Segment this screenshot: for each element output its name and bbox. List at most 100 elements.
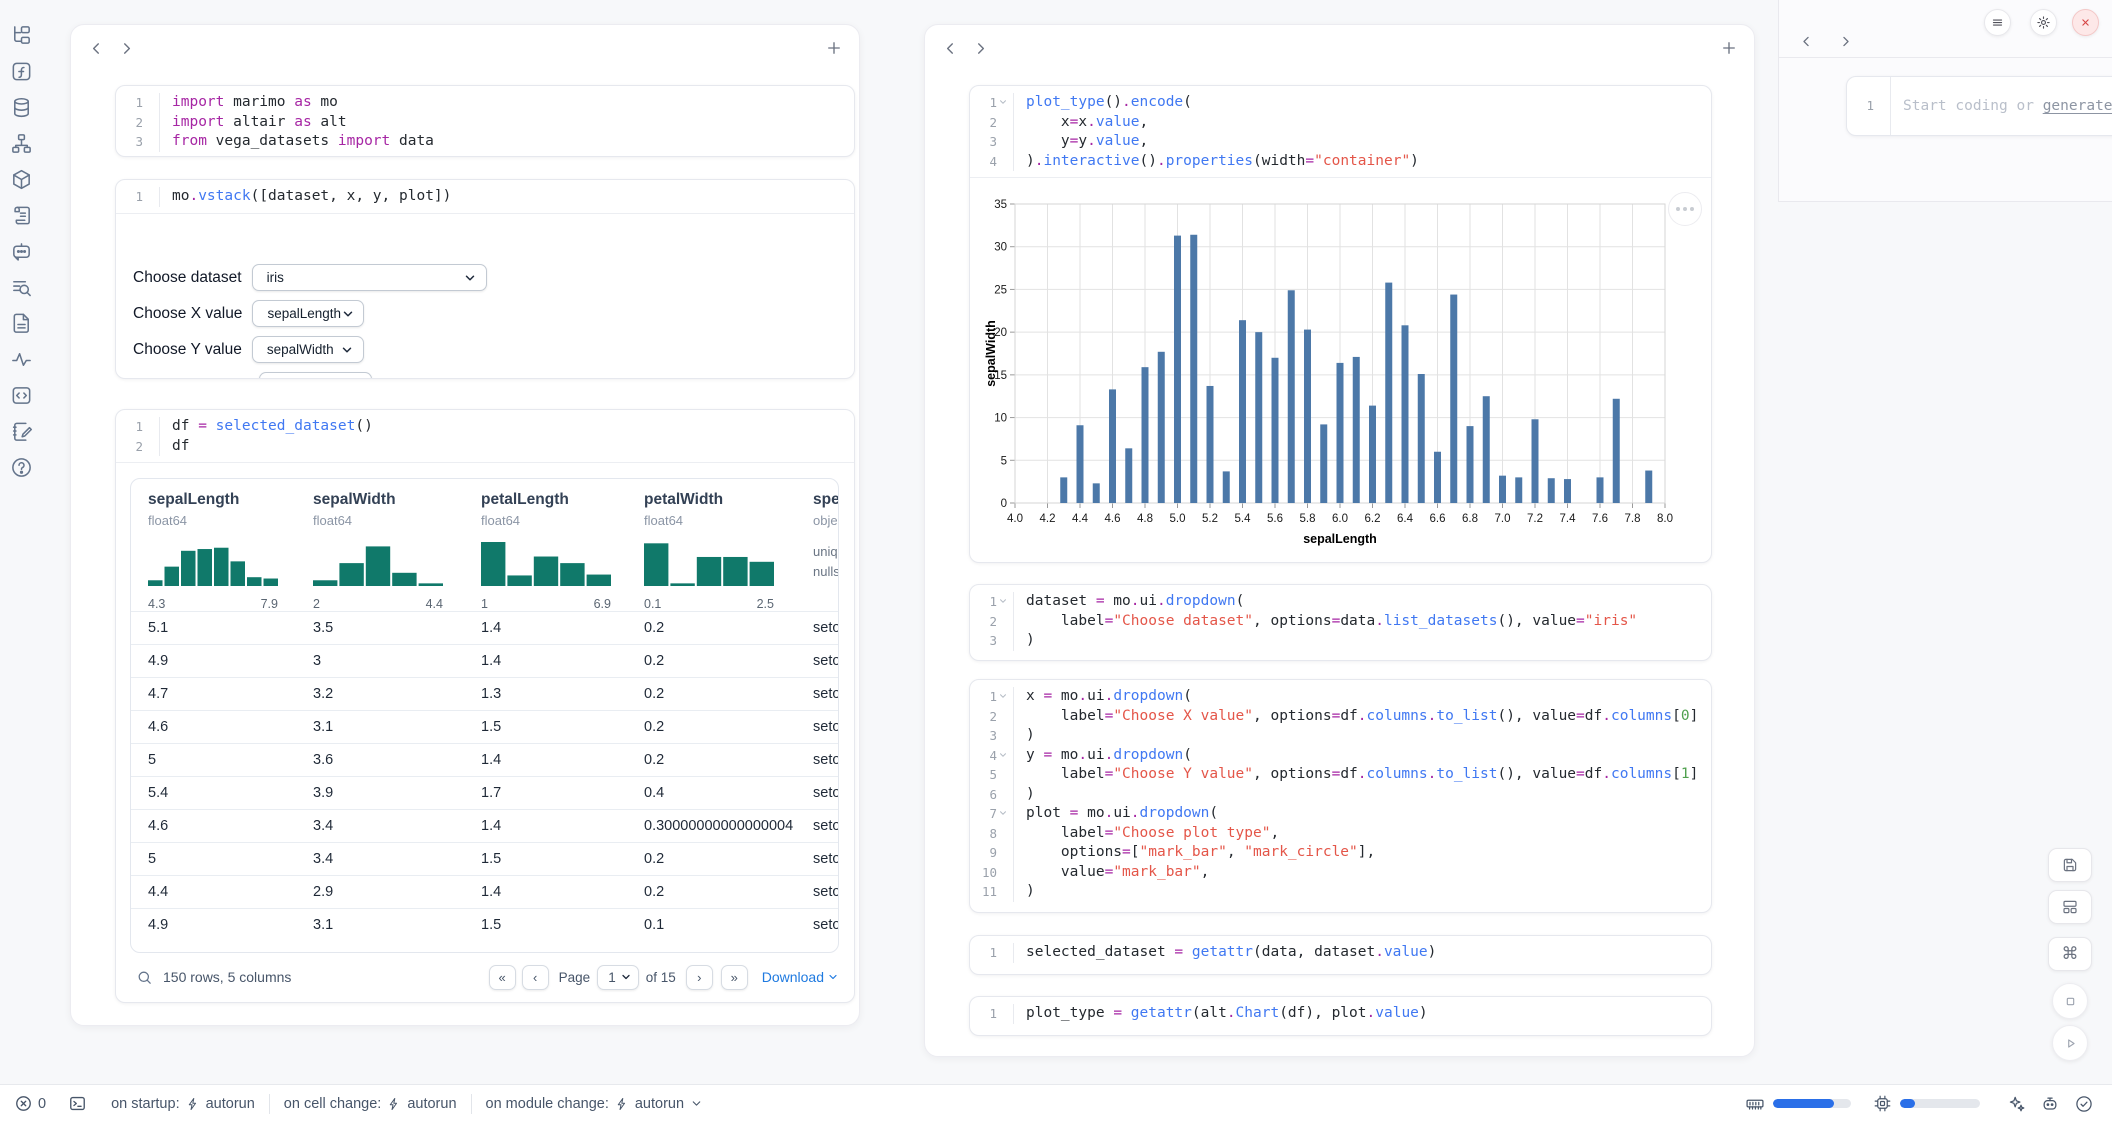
document-icon[interactable] (10, 312, 34, 336)
activity-icon[interactable] (10, 348, 34, 372)
column-header-petalWidth[interactable]: petalWidth float64 0.1 2.5 (627, 479, 796, 611)
table-cell: 1.7 (481, 785, 502, 801)
table-cell: setos (813, 686, 838, 702)
file-tree-icon[interactable] (10, 24, 34, 48)
autorun-toggle[interactable]: on module change: autorun (486, 1096, 704, 1112)
code-editor[interactable]: 1 import marimo as mo 2 import altair as al… (116, 86, 854, 156)
fold-chevron-icon[interactable] (998, 97, 1009, 108)
code-line: 1 import marimo as mo (116, 93, 854, 113)
logs-search-icon[interactable] (10, 276, 34, 300)
ai-sparkles-icon[interactable] (2006, 1094, 2026, 1114)
table-cell: setos (813, 917, 838, 933)
table-cell: 0.2 (644, 686, 665, 702)
choose-plot-type-select[interactable]: mark_bar (259, 372, 373, 378)
table-row: 5 3.6 1.4 0.2 setos (131, 743, 838, 776)
download-button[interactable]: Download (762, 969, 839, 985)
code-editor[interactable]: 1 mo.vstack([dataset, x, y, plot]) (116, 180, 854, 213)
add-cell-icon[interactable] (823, 37, 845, 59)
database-icon[interactable] (10, 96, 34, 120)
function-icon[interactable] (10, 60, 34, 84)
dataframe-table: sepalLength float64 4.3 7.9 sepalWidth float6… (130, 478, 839, 953)
next-page-button[interactable]: › (685, 964, 713, 990)
table-cell: 0.30000000000000004 (644, 818, 794, 834)
autorun-toggle[interactable]: on cell change: autorun (283, 1095, 457, 1112)
bolt-icon (387, 1097, 401, 1111)
error-badge[interactable]: 0 (14, 1094, 46, 1113)
help-icon[interactable] (10, 456, 34, 480)
bar-chart[interactable]: 4.0 4.2 4.4 4.6 4.8 5.0 5.2 5.4 5.6 5.8 6.0 6.2 6.4 6… (985, 190, 1685, 555)
svg-text:8.0: 8.0 (1657, 513, 1673, 525)
last-page-button[interactable]: » (720, 964, 748, 990)
fold-chevron-icon[interactable] (998, 691, 1009, 702)
chevron-left-icon[interactable] (1795, 30, 1817, 52)
code-line: 6) (970, 784, 1711, 804)
code-line: 10 value="mark_bar", (970, 862, 1711, 882)
script-icon[interactable] (10, 204, 34, 228)
choose-x-value-select[interactable]: sepalLength (252, 300, 365, 327)
code-editor[interactable]: 1 dataset = mo.ui.dropdown(2 label="Choos… (970, 585, 1711, 657)
dependency-graph-icon[interactable] (10, 132, 34, 156)
choose-y-value-select[interactable]: sepalWidth (251, 336, 364, 363)
table-cell: 1.4 (481, 818, 502, 834)
snippets-icon[interactable] (10, 384, 34, 408)
terminal-button[interactable] (68, 1094, 87, 1113)
chevron-right-icon[interactable] (115, 37, 137, 59)
code-editor[interactable]: 1 df = selected_dataset() 2 df (116, 410, 854, 462)
svg-text:5.8: 5.8 (1300, 513, 1316, 525)
package-icon[interactable] (10, 168, 34, 192)
column-header-petalLength[interactable]: petalLength float64 1 6.9 (464, 479, 627, 611)
layout-grid-button[interactable] (2048, 890, 2092, 924)
menu-button[interactable] (1984, 9, 2011, 36)
column-header-speci[interactable]: speciobjecuniqunulls: (796, 479, 838, 611)
chevron-right-icon[interactable] (969, 37, 991, 59)
table-cell: 5 (148, 851, 157, 867)
table-cell: 4.9 (148, 917, 169, 933)
chart-actions-button[interactable] (1668, 192, 1702, 226)
altair-chart-output[interactable]: 4.0 4.2 4.4 4.6 4.8 5.0 5.2 5.4 5.6 5.8 6.0 6.2 6.4 6… (970, 178, 1711, 562)
chevron-left-icon[interactable] (85, 37, 107, 59)
page-select[interactable]: 1 (597, 964, 639, 990)
fold-chevron-icon[interactable] (998, 808, 1009, 819)
code-editor[interactable]: 1 plot_type = getattr(alt.Chart(df), plot… (970, 997, 1711, 1030)
chevron-left-icon[interactable] (939, 37, 961, 59)
search-icon[interactable] (136, 969, 153, 986)
table-cell: 3.9 (313, 785, 334, 801)
svg-text:7.8: 7.8 (1625, 513, 1641, 525)
close-button[interactable] (2072, 9, 2099, 36)
run-button[interactable] (2052, 1025, 2088, 1061)
chevron-right-icon[interactable] (1834, 30, 1856, 52)
table-cell: 0.1 (644, 917, 665, 933)
first-page-button[interactable]: « (488, 964, 516, 990)
save-button[interactable] (2048, 848, 2092, 882)
scratchpad-icon[interactable] (10, 420, 34, 444)
column-header-sepalLength[interactable]: sepalLength float64 4.3 7.9 (131, 479, 296, 611)
code-editor[interactable]: 1 selected_dataset = getattr(data, datase… (970, 936, 1711, 969)
add-cell-icon[interactable] (1718, 37, 1740, 59)
code-line: 7 plot = mo.ui.dropdown( (970, 804, 1711, 824)
choose-dataset-select[interactable]: iris (251, 264, 487, 291)
autorun-toggle[interactable]: on startup: autorun (111, 1095, 255, 1112)
table-cell: setos (813, 752, 838, 768)
dropdowns-output: Choose dataset iris Choose X value sepalLen… (116, 214, 854, 378)
settings-button[interactable] (2030, 9, 2057, 36)
cell-selected-dataset: 1 selected_dataset = getattr(data, datase… (969, 935, 1712, 975)
code-line: 1 plot_type = getattr(alt.Chart(df), plot… (970, 1004, 1711, 1024)
svg-text:sepalWidth: sepalWidth (985, 320, 998, 387)
fold-chevron-icon[interactable] (998, 596, 1009, 607)
code-editor[interactable]: 1 plot_type().encode(2 x=x.value, 3 y=y.va… (970, 86, 1711, 177)
connection-status-icon[interactable] (2074, 1094, 2094, 1114)
bolt-icon (186, 1097, 200, 1111)
generate-link[interactable]: generate (2042, 98, 2112, 114)
code-line: 8 label="Choose plot type", (970, 823, 1711, 843)
chat-bot-icon[interactable] (10, 240, 34, 264)
fold-chevron-icon[interactable] (998, 750, 1009, 761)
command-button[interactable]: ⌘ (2048, 937, 2092, 971)
table-row: 5.4 3.9 1.7 0.4 setos (131, 776, 838, 809)
stop-button[interactable] (2052, 983, 2088, 1019)
column-header-sepalWidth[interactable]: sepalWidth float64 2 4.4 (296, 479, 464, 611)
scratchpad-editor[interactable]: 1 Start coding or generate with (1846, 76, 2112, 136)
chat-bot-icon[interactable] (2040, 1094, 2060, 1114)
dropdown-label: Choose X value (133, 304, 243, 322)
prev-page-button[interactable]: ‹ (521, 964, 549, 990)
